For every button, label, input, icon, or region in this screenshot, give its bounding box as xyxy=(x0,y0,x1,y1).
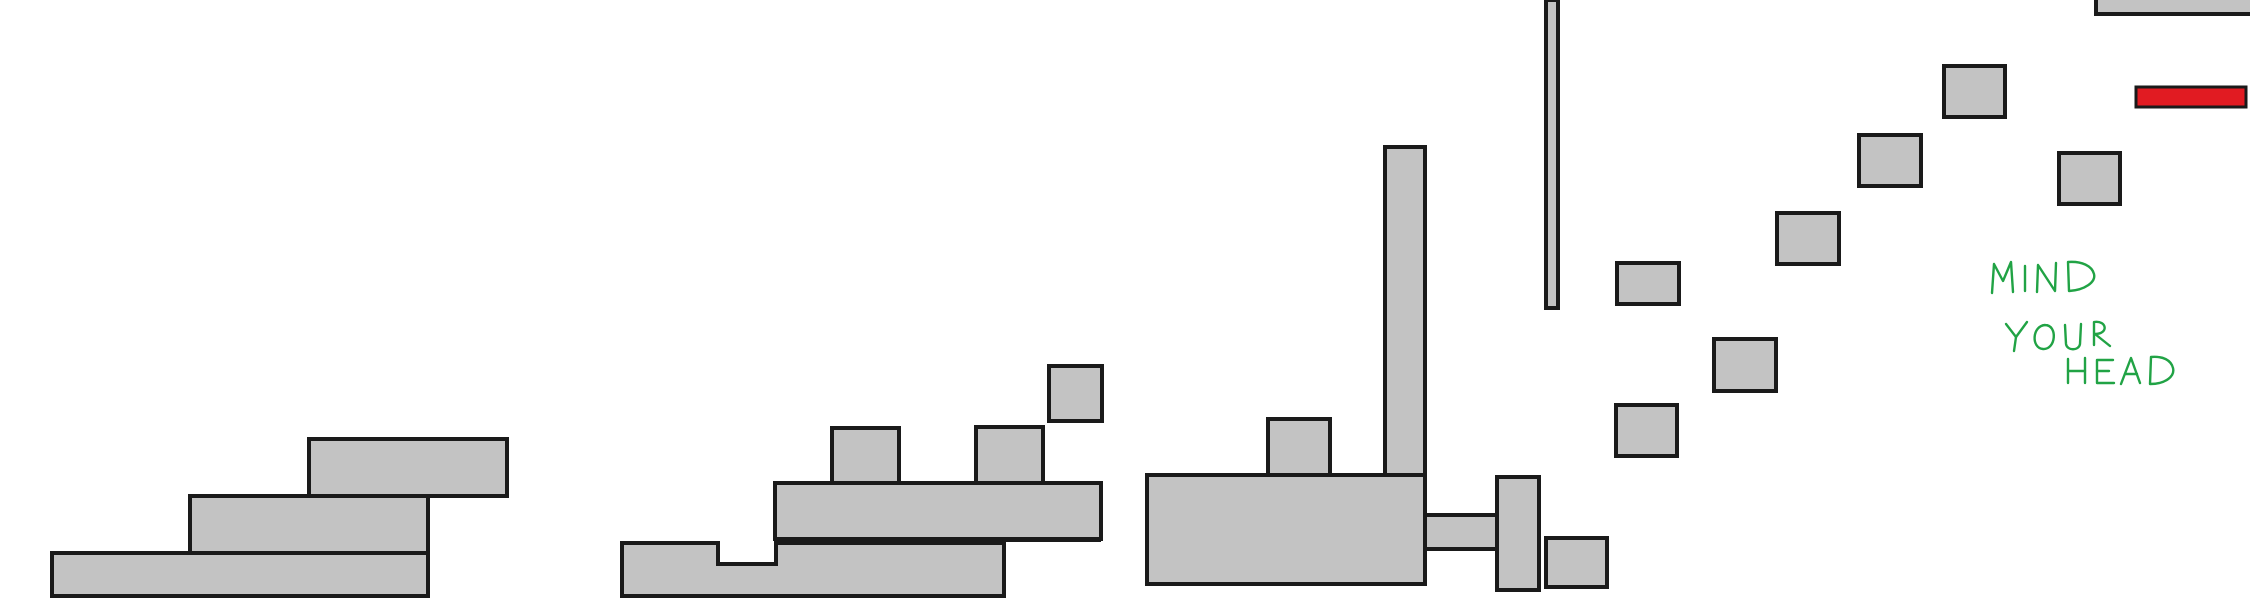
connector-bar xyxy=(1423,513,1499,551)
platform-group-notched xyxy=(620,364,1104,598)
floating-blocks xyxy=(1614,0,2250,458)
platform-group-tower xyxy=(1145,0,1609,592)
handwritten-annotation: MIND YOUR HEAD xyxy=(1990,260,2175,386)
tall-pillar xyxy=(1383,145,1427,477)
notched-floor-platform xyxy=(620,541,1006,598)
red-bar-hazard xyxy=(2134,85,2248,109)
floating-block xyxy=(1857,133,1923,188)
platform-group-stairs-left xyxy=(50,437,509,598)
ceiling-ledge xyxy=(2094,0,2250,16)
platform-slab xyxy=(307,437,509,498)
floating-block xyxy=(2057,151,2122,206)
crate-block xyxy=(1047,364,1104,423)
floating-block xyxy=(1712,337,1778,393)
platform-slab xyxy=(188,494,430,555)
platform-ledge xyxy=(773,481,1103,541)
crate-block xyxy=(974,425,1045,485)
annotation-scrawl-mind xyxy=(1990,260,2096,295)
platform-slab xyxy=(50,551,430,598)
short-post xyxy=(1495,475,1541,592)
floating-block xyxy=(1614,403,1679,458)
large-base-block xyxy=(1145,473,1427,586)
floating-block xyxy=(1775,211,1841,266)
floating-block xyxy=(1942,64,2007,119)
floating-block xyxy=(1615,261,1681,306)
crate-block xyxy=(1266,417,1332,477)
crate-block xyxy=(1544,536,1609,589)
hanging-thin-pole xyxy=(1544,0,1560,310)
crate-block xyxy=(830,426,901,485)
annotation-scrawl-your xyxy=(2004,320,2112,353)
annotation-scrawl-head xyxy=(2066,355,2175,386)
annotation-line-2: YOUR xyxy=(2005,347,2008,349)
